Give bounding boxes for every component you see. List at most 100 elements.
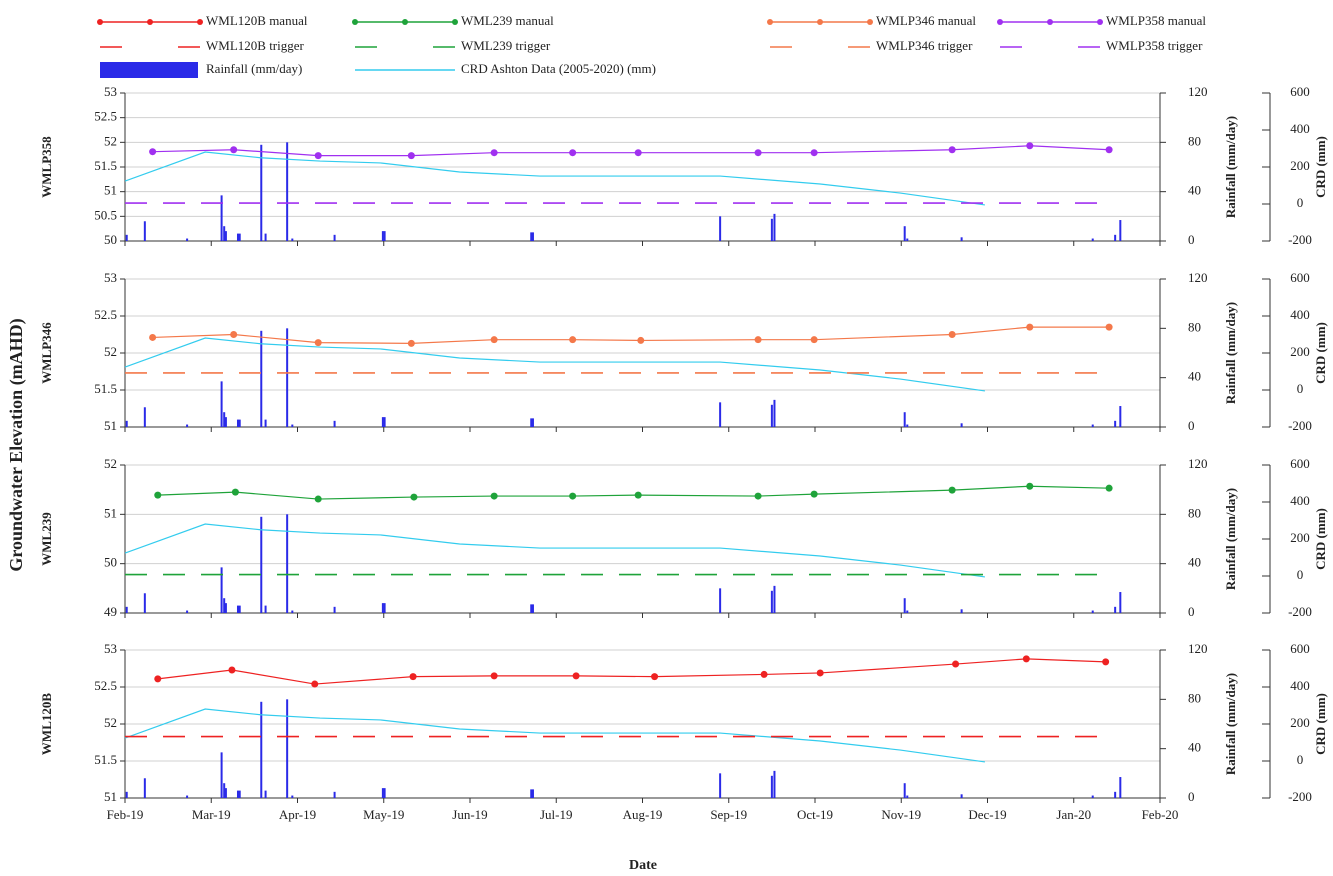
rain-bar: [260, 701, 263, 798]
y2-tick-label: 120: [1188, 84, 1208, 99]
rain-bar: [770, 404, 773, 427]
x-tick-label: Mar-19: [192, 807, 231, 822]
y-tick-label: 53: [104, 84, 117, 99]
y3-tick-label: 200: [1290, 344, 1310, 359]
x-tick-label: Feb-20: [1142, 807, 1179, 822]
rain-bar: [1119, 777, 1122, 798]
y-tick-label: 52: [104, 133, 117, 148]
y-tick-label: 51: [104, 183, 117, 198]
y3-tick-label: 400: [1290, 493, 1310, 508]
rain-bar: [333, 234, 336, 241]
y-tick-label: 51: [104, 789, 117, 804]
rain-bar: [333, 606, 336, 613]
y-axis-label: Groundwater Elevation (mAHD): [6, 318, 27, 571]
y3-tick-label: 600: [1290, 641, 1310, 656]
manual-point: [1026, 142, 1034, 150]
rain-bar: [224, 231, 227, 241]
rain-bar: [383, 417, 386, 427]
manual-point: [1102, 658, 1110, 666]
rain-bar: [719, 216, 722, 241]
rain-bar: [264, 419, 267, 427]
rain-bar: [1114, 791, 1117, 798]
y-tick-label: 51.5: [94, 158, 117, 173]
rain-bar: [220, 381, 223, 427]
y-tick-label: 52: [104, 344, 117, 359]
legend-marker: [1047, 19, 1053, 25]
manual-point: [407, 152, 415, 160]
rain-bar: [238, 233, 241, 241]
legend-marker: [997, 19, 1003, 25]
manual-point: [754, 149, 762, 157]
manual-point: [1105, 146, 1113, 154]
manual-point: [490, 336, 498, 344]
y2-tick-label: 40: [1188, 555, 1201, 570]
manual-point: [410, 493, 418, 501]
rain-bar: [143, 407, 146, 427]
rain-bar: [1091, 424, 1094, 427]
legend-label: WML239 manual: [461, 13, 554, 28]
manual-point: [569, 336, 577, 344]
rain-bar: [286, 328, 289, 427]
y3-tick-label: 400: [1290, 307, 1310, 322]
rain-bar: [224, 417, 227, 427]
y-tick-label: 51.5: [94, 381, 117, 396]
manual-point: [231, 488, 239, 496]
rain-bar: [291, 424, 294, 427]
y3-tick-label: -200: [1288, 418, 1312, 433]
y-tick-label: 52: [104, 456, 117, 471]
rain-bar: [260, 144, 263, 241]
legend-marker: [817, 19, 823, 25]
y2-tick-label: 40: [1188, 183, 1201, 198]
rain-bar: [224, 788, 227, 798]
rain-bar: [223, 412, 226, 427]
legend-marker: [1097, 19, 1103, 25]
rain-bar: [530, 418, 533, 427]
manual-point: [149, 333, 157, 341]
x-tick-label: Dec-19: [968, 807, 1006, 822]
manual-point: [816, 669, 824, 677]
y3-tick-label: -200: [1288, 789, 1312, 804]
legend-marker: [97, 19, 103, 25]
rain-bar: [143, 221, 146, 241]
legend-label: CRD Ashton Data (2005-2020) (mm): [461, 61, 656, 76]
rain-bar: [223, 783, 226, 798]
manual-point: [490, 672, 498, 680]
manual-point: [1026, 323, 1034, 331]
manual-point: [490, 149, 498, 157]
rain-bar: [125, 791, 128, 798]
rain-bar: [264, 605, 267, 613]
manual-point: [810, 490, 818, 498]
manual-point: [154, 491, 162, 499]
y2-tick-label: 120: [1188, 456, 1208, 471]
x-tick-label: Sep-19: [710, 807, 747, 822]
manual-point: [569, 149, 577, 157]
manual-point: [311, 680, 319, 688]
manual-point: [754, 492, 762, 500]
rain-bar: [531, 789, 534, 798]
panel-label: WML120B: [39, 693, 54, 755]
y3-label: CRD (mm): [1313, 693, 1328, 755]
rain-bar: [143, 593, 146, 613]
rain-bar: [903, 598, 906, 613]
rain-bar: [186, 238, 189, 241]
manual-point: [230, 146, 238, 154]
legend-label: WMLP358 trigger: [1106, 38, 1203, 53]
rain-bar: [383, 603, 386, 613]
manual-point: [314, 495, 322, 503]
rain-bar: [381, 231, 384, 241]
rain-bar: [1091, 610, 1094, 613]
y2-tick-label: 80: [1188, 133, 1201, 148]
manual-point: [948, 486, 956, 494]
manual-point: [1105, 323, 1113, 331]
y-tick-label: 50: [104, 555, 117, 570]
manual-point: [314, 152, 322, 160]
rain-bar: [1114, 420, 1117, 427]
y2-tick-label: 80: [1188, 319, 1201, 334]
rain-bar: [186, 424, 189, 427]
rain-bar: [773, 770, 776, 798]
legend-label: WMLP346 manual: [876, 13, 976, 28]
rain-bar: [531, 418, 534, 427]
y-tick-label: 52.5: [94, 307, 117, 322]
y3-label: CRD (mm): [1313, 322, 1328, 384]
